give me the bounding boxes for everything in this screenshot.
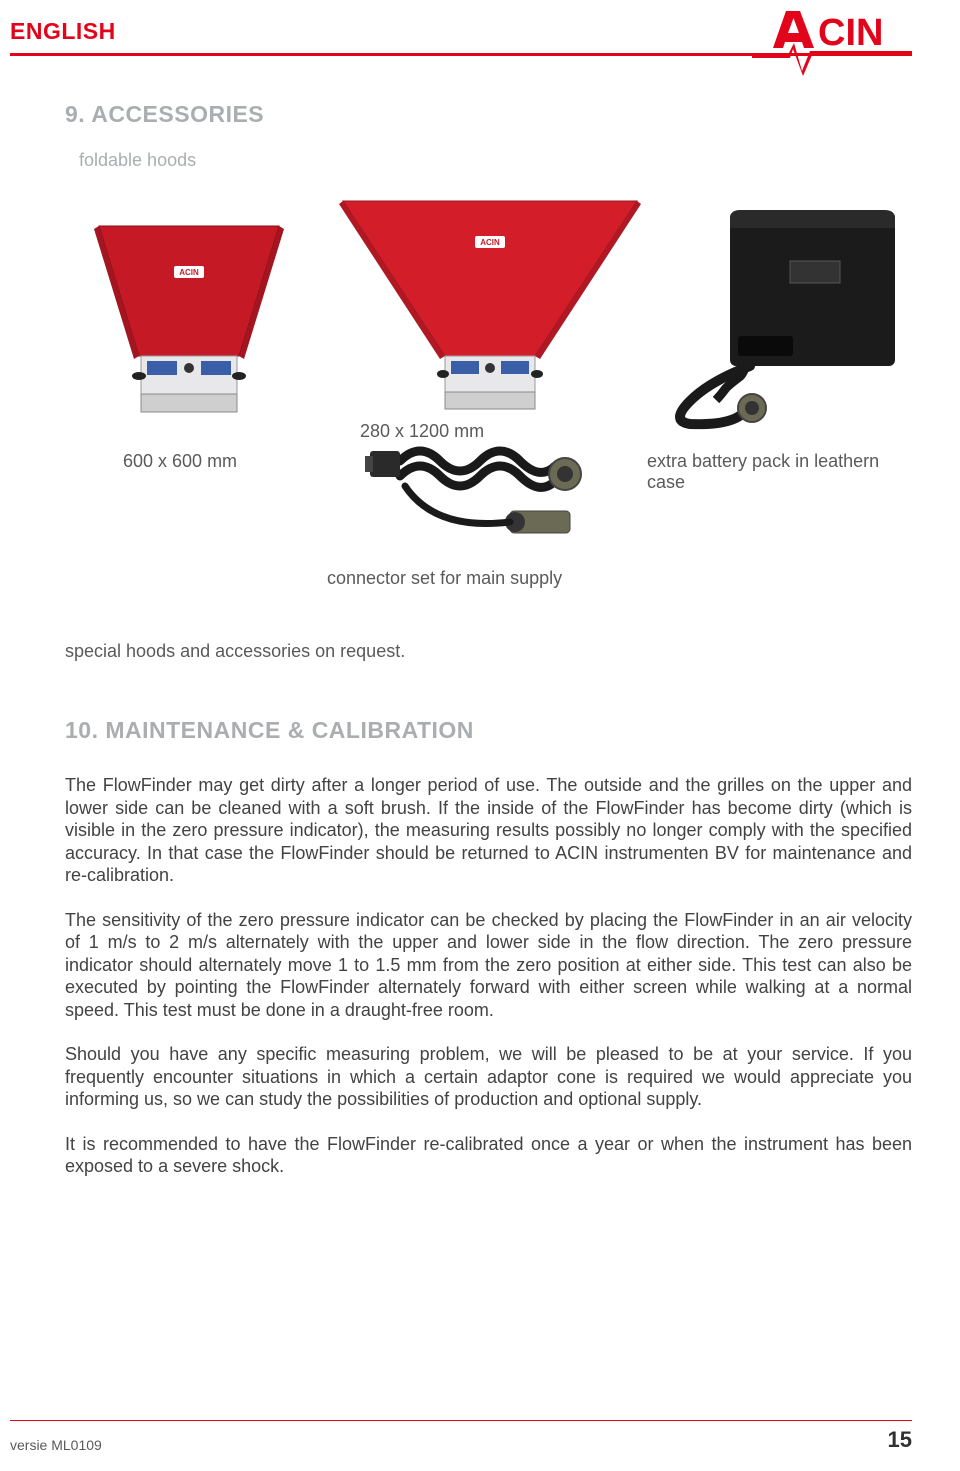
maintenance-paragraph-1: The FlowFinder may get dirty after a lon… — [65, 774, 912, 887]
maintenance-paragraph-3: Should you have any specific measuring p… — [65, 1043, 912, 1111]
language-label: ENGLISH — [10, 18, 116, 45]
caption-600: 600 x 600 mm — [123, 451, 237, 472]
hood-600-image: ACIN — [79, 211, 299, 436]
footer-rule — [10, 1420, 912, 1421]
acin-logo: CIN — [752, 3, 912, 83]
caption-connector: connector set for main supply — [327, 568, 562, 589]
svg-text:ACIN: ACIN — [179, 268, 199, 277]
svg-text:CIN: CIN — [818, 12, 883, 54]
maintenance-paragraph-4: It is recommended to have the FlowFinder… — [65, 1133, 912, 1178]
section-10-title: 10. MAINTENANCE & CALIBRATION — [65, 717, 912, 744]
caption-280: 280 x 1200 mm — [360, 421, 484, 442]
hood-280-image: ACIN — [335, 181, 645, 426]
battery-pack-image — [650, 206, 910, 441]
caption-battery: extra battery pack in leathern case — [647, 451, 912, 493]
special-note: special hoods and accessories on request… — [65, 641, 912, 662]
accessories-grid: ACIN ACIN — [65, 191, 912, 621]
section-9-title: 9. ACCESSORIES — [65, 101, 912, 128]
svg-text:ACIN: ACIN — [480, 238, 500, 247]
foldable-hoods-label: foldable hoods — [79, 150, 912, 171]
page-number: 15 — [888, 1427, 912, 1453]
version-label: versie ML0109 — [10, 1437, 102, 1453]
maintenance-paragraph-2: The sensitivity of the zero pressure ind… — [65, 909, 912, 1022]
